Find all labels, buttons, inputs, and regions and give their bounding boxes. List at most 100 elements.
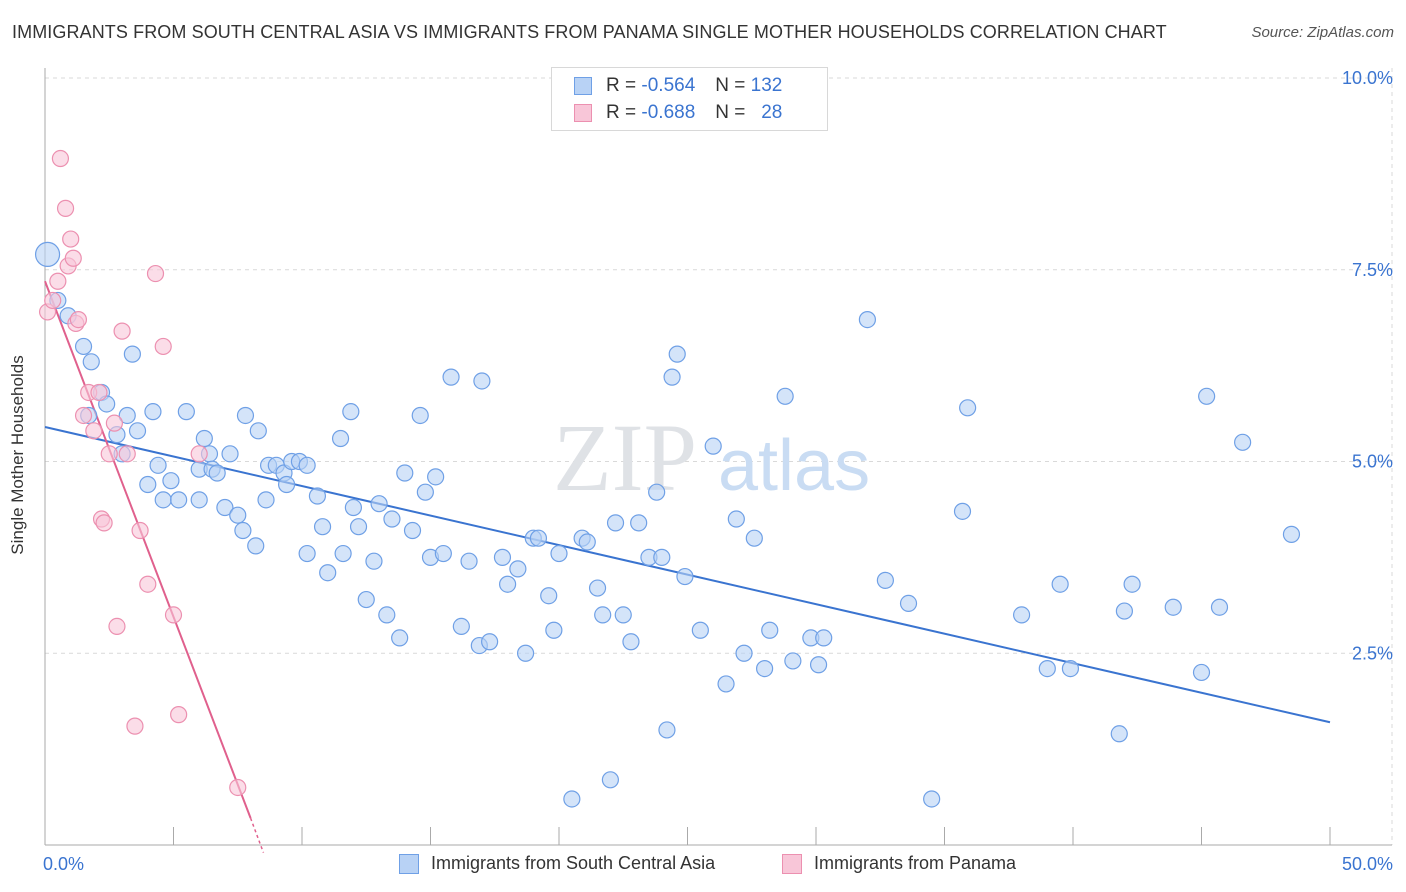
- data-point: [1198, 387, 1216, 405]
- data-point: [606, 514, 625, 532]
- data-point: [815, 629, 833, 647]
- data-point: [704, 437, 722, 455]
- legend-swatch-blue: [399, 853, 419, 874]
- data-point: [257, 491, 275, 509]
- series-panama: [38, 149, 247, 797]
- data-point: [434, 544, 452, 563]
- data-point: [51, 149, 70, 168]
- trend-line-panama-extension: [249, 817, 265, 853]
- data-point: [277, 475, 296, 494]
- data-point: [809, 656, 828, 674]
- data-point: [85, 422, 103, 440]
- data-point: [62, 230, 80, 248]
- legend-label: Immigrants from Panama: [814, 853, 1017, 873]
- r-label: R =: [606, 75, 637, 96]
- data-point: [190, 445, 208, 463]
- watermark-atlas: atlas: [718, 426, 870, 506]
- data-point: [578, 533, 596, 551]
- data-point: [676, 567, 694, 586]
- legend-label: Immigrants from South Central Asia: [431, 853, 716, 873]
- data-point: [74, 406, 93, 425]
- data-point: [516, 644, 535, 662]
- data-point: [601, 771, 620, 789]
- data-point: [953, 502, 972, 520]
- data-point: [588, 579, 607, 597]
- data-points: [34, 149, 1301, 808]
- n-label: N =: [715, 102, 746, 123]
- data-point: [427, 468, 445, 486]
- data-point: [139, 575, 157, 593]
- n-value: 28: [761, 102, 783, 123]
- data-point: [64, 249, 82, 267]
- tick-labels: 2.5% 5.0% 7.5% 10.0% 0.0% 50.0%: [43, 68, 1393, 874]
- data-point: [308, 487, 327, 505]
- data-point: [229, 506, 247, 524]
- legend-swatch-pink: [574, 104, 592, 122]
- data-point: [342, 403, 360, 421]
- data-point: [1164, 598, 1182, 616]
- data-point: [1012, 606, 1031, 624]
- data-point: [493, 548, 512, 566]
- data-point: [411, 406, 429, 425]
- data-point: [668, 345, 686, 363]
- data-point: [234, 521, 252, 540]
- data-point: [959, 399, 977, 417]
- data-point: [139, 475, 157, 494]
- watermark: ZIP atlas: [553, 404, 870, 511]
- data-point: [313, 518, 332, 536]
- data-point: [344, 498, 362, 517]
- chart-title: IMMIGRANTS FROM SOUTH CENTRAL ASIA VS IM…: [12, 22, 1167, 42]
- legend-item-south-central-asia: Immigrants from South Central Asia: [399, 853, 715, 874]
- data-point: [545, 621, 563, 639]
- data-point: [118, 445, 136, 463]
- data-point: [499, 575, 517, 593]
- data-point: [216, 498, 234, 517]
- data-point: [319, 564, 337, 582]
- data-point: [170, 491, 188, 509]
- y-tick-label: 2.5%: [1352, 643, 1393, 663]
- data-point: [195, 429, 213, 448]
- data-point: [416, 483, 434, 501]
- data-point: [154, 491, 172, 509]
- x-tick-label: 50.0%: [1342, 854, 1393, 874]
- series-south-central-asia: [34, 241, 1301, 808]
- data-point: [74, 337, 93, 356]
- data-point: [550, 544, 568, 563]
- data-point: [105, 414, 123, 432]
- data-point: [190, 491, 208, 509]
- data-point: [899, 594, 918, 612]
- data-point: [784, 652, 802, 670]
- data-point: [298, 544, 316, 563]
- data-point: [658, 721, 676, 739]
- data-point: [378, 606, 396, 624]
- data-point: [177, 403, 195, 421]
- data-point: [876, 571, 894, 589]
- data-point: [1051, 575, 1069, 593]
- correlation-legend: R = -0.564 N = 132 R = -0.688 N = 28: [551, 67, 828, 131]
- data-point: [403, 521, 422, 540]
- data-point: [131, 521, 149, 540]
- legend-swatch-blue: [574, 77, 592, 95]
- data-point: [563, 790, 581, 808]
- data-point: [247, 537, 265, 555]
- data-point: [56, 199, 75, 217]
- data-point: [164, 606, 183, 624]
- data-point: [540, 587, 558, 605]
- data-point: [614, 606, 632, 624]
- data-point: [383, 510, 401, 528]
- data-point: [396, 464, 414, 482]
- watermark-zip: ZIP: [553, 404, 697, 511]
- data-point: [365, 552, 383, 570]
- data-point: [858, 311, 877, 329]
- r-label: R =: [606, 102, 637, 123]
- data-point: [95, 514, 113, 532]
- legend-swatch-pink: [782, 853, 802, 874]
- n-label: N =: [715, 75, 746, 96]
- data-point: [1282, 525, 1301, 543]
- y-tick-label: 7.5%: [1352, 260, 1393, 280]
- data-point: [118, 406, 136, 425]
- data-point: [113, 322, 131, 340]
- r-value: -0.564: [641, 75, 696, 96]
- data-point: [452, 617, 470, 636]
- data-point: [154, 337, 172, 356]
